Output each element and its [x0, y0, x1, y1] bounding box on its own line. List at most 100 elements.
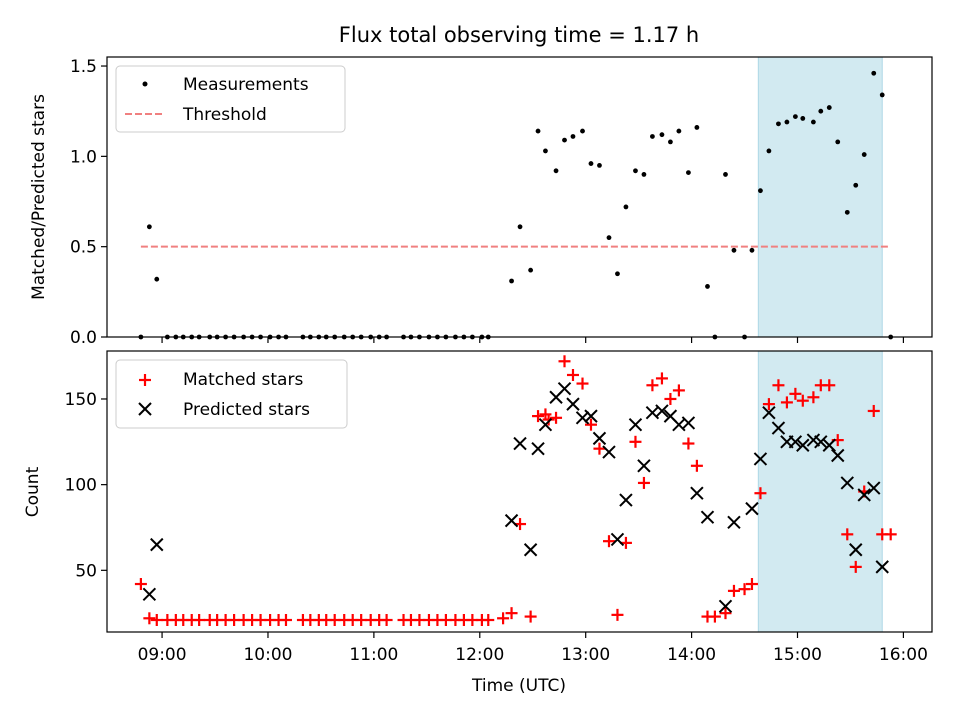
predicted-star-point [566, 397, 580, 411]
matched-star-point [672, 384, 685, 397]
bottom-legend: Matched stars Predicted stars [115, 359, 348, 429]
matched-star-point [150, 614, 163, 627]
xtick-label: 14:00 [667, 645, 716, 665]
top-ytick-label: 0.5 [70, 238, 97, 258]
measurement-point [686, 170, 691, 176]
predicted-star-point [867, 481, 881, 495]
measurement-point [800, 116, 806, 121]
measurement-point [553, 168, 559, 174]
matched-star-point [745, 578, 758, 591]
predicted-star-point [513, 436, 527, 451]
predicted-star-point [150, 537, 164, 552]
measurement-point [723, 172, 728, 177]
measurement-point [570, 134, 576, 139]
predicted-star-point [610, 532, 625, 547]
matched-star-point [708, 610, 721, 623]
measurement-point [826, 105, 832, 110]
predicted-star-point [796, 438, 810, 452]
measurement-point [853, 182, 859, 188]
predicted-star-point [727, 515, 741, 530]
predicted-star-point [628, 417, 643, 432]
predicted-star-point [592, 431, 607, 446]
matched-star-point [193, 614, 206, 627]
xtick-label: 15:00 [773, 645, 822, 665]
matched-star-point [524, 610, 537, 623]
matched-star-point [867, 404, 880, 417]
predicted-star-point [840, 476, 854, 490]
measurement-point [766, 148, 772, 154]
top-panel: 0.0 0.5 1.0 1.5 Matched/Predicted stars Mea… [29, 56, 933, 348]
bottom-ytick-label: 50 [75, 561, 97, 581]
predicted-star-point [822, 438, 836, 452]
matched-star-point [566, 368, 579, 381]
measurement-point [588, 161, 594, 166]
measurement-point [641, 172, 647, 177]
matched-star-point [796, 394, 809, 407]
matched-star-point [780, 396, 793, 409]
matched-star-point [505, 607, 518, 620]
predicted-star-point [857, 488, 871, 502]
measurement-point [633, 168, 638, 174]
legend-predicted-marker [138, 402, 152, 416]
measurement-point [615, 271, 620, 277]
top-legend: Measurements Threshold [115, 65, 346, 133]
measurement-point [749, 247, 755, 253]
bottom-axes-frame [106, 350, 933, 633]
measurement-point [509, 278, 514, 284]
top-ytick-label: 1.5 [70, 57, 97, 77]
measurement-point [731, 247, 737, 253]
matched-star-point [841, 528, 854, 541]
bottom-panel: 50 100 150 09:00 10:00 11:00 12:00 13:00 14:00 1… [23, 350, 933, 696]
predicted-star-point [681, 416, 696, 430]
matched-star-point [593, 442, 606, 455]
measurement-point [694, 125, 700, 130]
matched-star-point [576, 377, 589, 390]
predicted-star-point [762, 405, 776, 420]
matched-star-point [646, 379, 659, 392]
measurement-point [758, 188, 763, 194]
predicted-star-point [745, 501, 759, 516]
predicted-star-point [531, 441, 545, 456]
xtick-label: 16:00 [879, 645, 928, 665]
measurement-point [562, 137, 567, 143]
predicted-star-point [718, 599, 733, 614]
matched-star-point [550, 411, 563, 424]
legend-predicted-label: Predicted stars [183, 400, 310, 420]
predicted-star-point [700, 510, 715, 524]
predicted-star-point [655, 404, 669, 418]
predicted-star-point [831, 448, 845, 463]
measurement-point [659, 132, 665, 138]
top-ytick-label: 0.0 [70, 328, 97, 348]
matched-star-point [789, 387, 802, 400]
measurement-point [535, 128, 541, 134]
matched-star-point [584, 418, 597, 431]
measurement-point [879, 92, 885, 98]
predicted-star-point [584, 409, 598, 423]
measurement-point [844, 209, 850, 215]
measurement-point [650, 134, 655, 139]
legend-matched-marker [139, 374, 151, 386]
measurement-point [623, 204, 629, 210]
matched-star-point [762, 398, 775, 411]
xtick-label: 12:00 [455, 645, 504, 665]
matched-star-point [754, 487, 767, 500]
matched-star-point [602, 535, 615, 548]
matched-star-point [532, 410, 545, 423]
predicted-star-point [814, 435, 828, 449]
top-y-axis-label: Matched/Predicted stars [29, 94, 49, 300]
matched-star-point [884, 528, 897, 541]
bottom-ytick-label: 150 [65, 390, 97, 410]
measurement-point [676, 128, 682, 134]
predicted-star-point [849, 543, 863, 557]
bottom-ytick-label: 100 [65, 476, 97, 496]
matched-star-point [664, 392, 677, 405]
matched-star-point [849, 560, 862, 573]
measurement-point [154, 276, 160, 282]
xtick-label: 09:00 [138, 645, 187, 665]
matched-star-point [143, 612, 156, 625]
predicted-star-point [523, 543, 538, 557]
matched-star-point [719, 607, 732, 620]
matched-star-point [380, 614, 393, 627]
measurement-point [606, 235, 612, 241]
